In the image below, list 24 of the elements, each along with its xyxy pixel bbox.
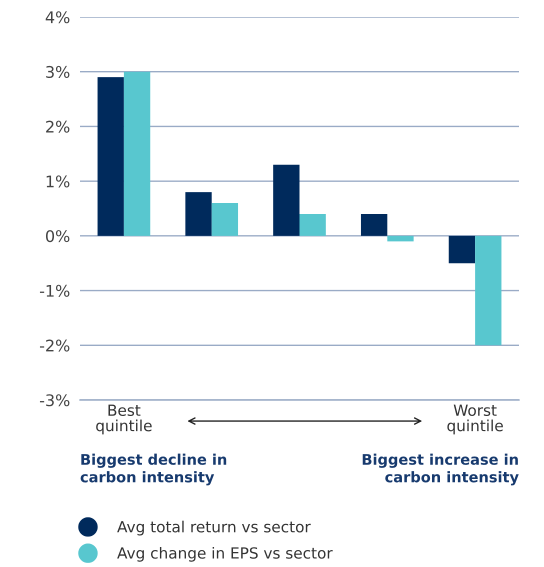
y-tick-label: 2% [46,120,70,133]
bar [212,203,238,236]
bar [475,236,502,346]
y-tick-label: 3% [46,66,70,78]
bar [185,192,212,236]
bar [448,236,476,264]
y-tick-label: 1% [46,175,70,188]
y-tick-label: -2% [40,340,70,352]
bar [98,77,124,236]
bar [300,214,326,236]
text: Biggest increase in carbon intensity [362,454,519,486]
x-tick-label: Worst quintile [447,404,503,434]
y-tick-label: -3% [40,394,70,406]
text: Biggest decline in carbon intensity [80,454,226,486]
bar [124,72,150,236]
legend-label: Avg change in EPS vs sector [117,546,333,562]
legend-label: Avg total return vs sector [117,520,311,536]
bar [360,214,388,236]
bar [387,236,414,242]
y-tick-label: -1% [40,284,70,297]
y-tick-label: 4% [46,11,70,24]
y-tick-label: 0% [46,230,70,242]
x-tick-label: Best quintile [96,404,152,434]
bar [273,164,300,236]
